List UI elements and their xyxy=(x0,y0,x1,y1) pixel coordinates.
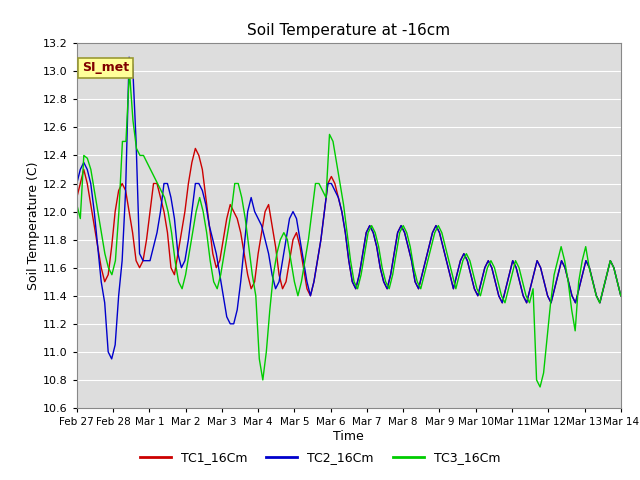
Legend: TC1_16Cm, TC2_16Cm, TC3_16Cm: TC1_16Cm, TC2_16Cm, TC3_16Cm xyxy=(134,446,506,469)
Text: SI_met: SI_met xyxy=(82,61,129,74)
Y-axis label: Soil Temperature (C): Soil Temperature (C) xyxy=(27,161,40,290)
Title: Soil Temperature at -16cm: Soil Temperature at -16cm xyxy=(247,23,451,38)
X-axis label: Time: Time xyxy=(333,430,364,443)
